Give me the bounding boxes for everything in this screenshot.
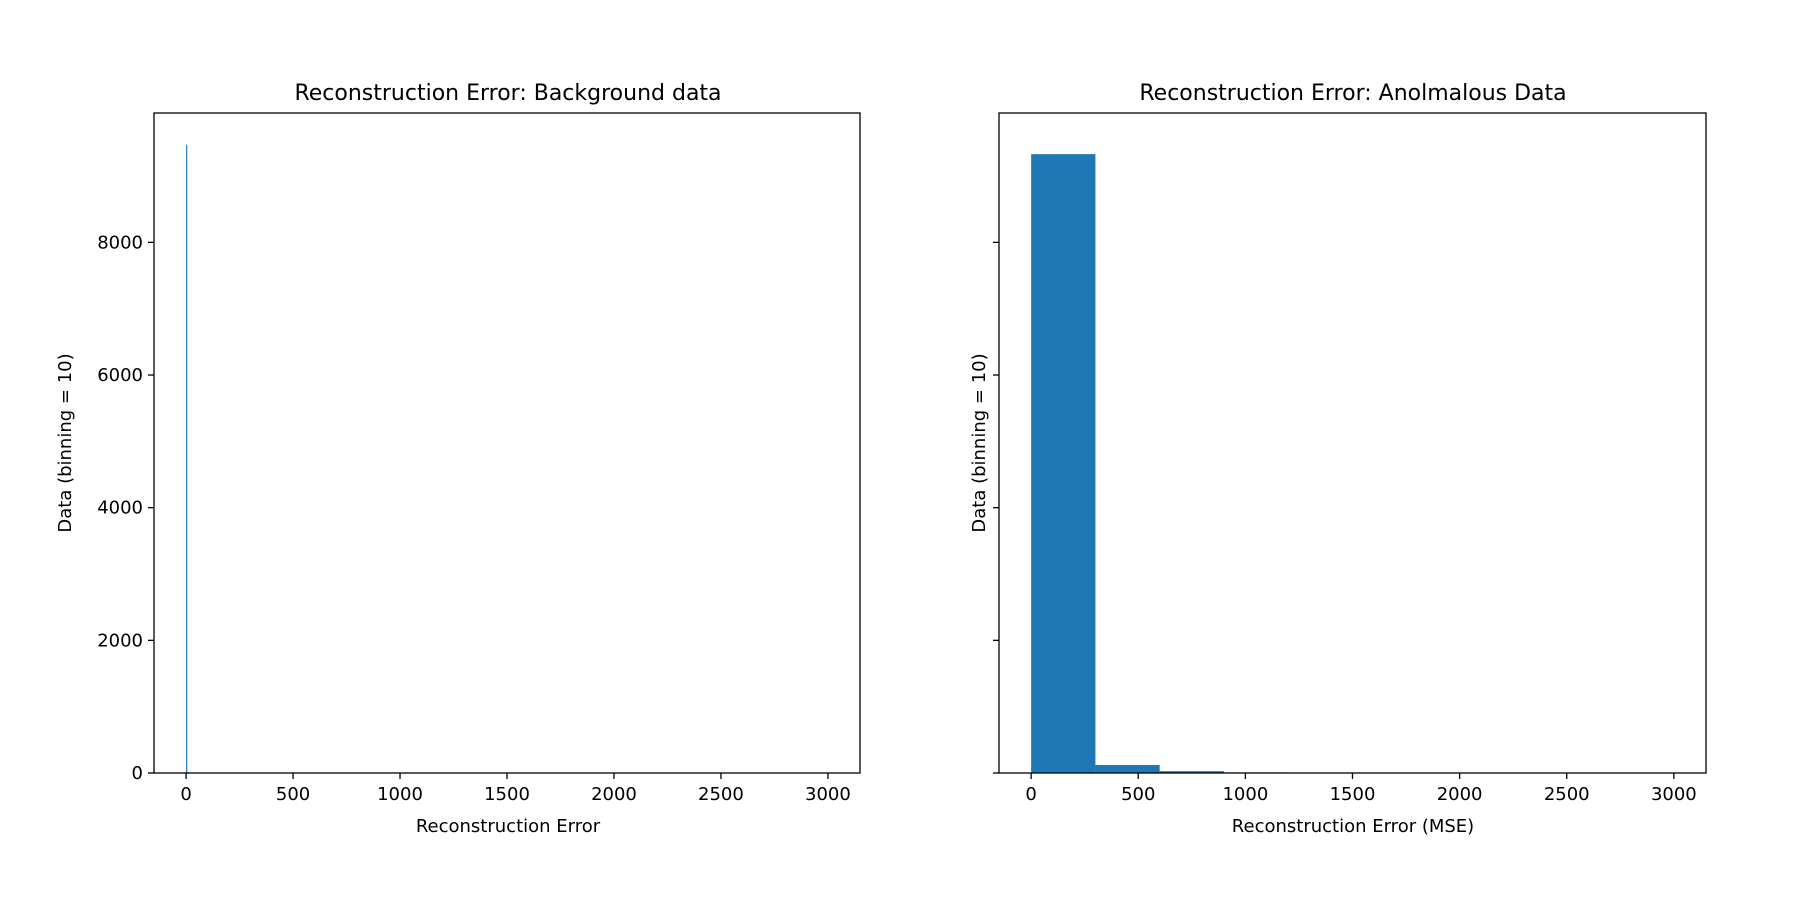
- right-y-ticks: [993, 241, 999, 774]
- left-y-tick-label: 4000: [97, 498, 143, 519]
- left-y-tick-label: 0: [132, 763, 143, 784]
- right-chart-title: Reconstruction Error: Anolmalous Data: [1139, 81, 1566, 106]
- right-x-tick-label: 0: [1025, 784, 1036, 805]
- right-bars: [1031, 154, 1674, 774]
- right-x-tick-label: 2000: [1437, 784, 1483, 805]
- right-x-axis-label: Reconstruction Error (MSE): [1232, 816, 1474, 837]
- left-x-tick-label: 1000: [377, 784, 423, 805]
- left-x-tick-label: 3000: [805, 784, 851, 805]
- left-x-tick-label: 2000: [591, 784, 637, 805]
- right-histogram-bar-2: [1159, 771, 1224, 773]
- left-x-tick-label: 2500: [698, 784, 744, 805]
- right-x-tick-label: 500: [1121, 784, 1155, 805]
- left-chart-title: Reconstruction Error: Background data: [294, 81, 721, 106]
- left-x-tick-label: 1500: [484, 784, 530, 805]
- right-y-axis-label: Data (binning = 10): [969, 353, 990, 532]
- left-histogram-bar-0: [186, 144, 188, 773]
- right-x-tick-label: 2500: [1544, 784, 1590, 805]
- right-histogram-bar-0: [1031, 154, 1096, 774]
- left-subplot: Reconstruction Error: Background data 0 5…: [55, 81, 861, 837]
- right-subplot: Reconstruction Error: Anolmalous Data 0 5…: [969, 81, 1707, 837]
- left-y-ticks: 0 2000 4000 6000 8000: [97, 232, 154, 784]
- right-x-tick-label: 3000: [1651, 784, 1697, 805]
- left-x-axis-label: Reconstruction Error: [416, 816, 601, 837]
- left-y-tick-label: 6000: [97, 365, 143, 386]
- right-x-tick-label: 1500: [1330, 784, 1376, 805]
- left-x-ticks: 0 500 1000 1500 2000 2500 3000: [180, 773, 851, 805]
- right-histogram-bar-1: [1095, 765, 1160, 773]
- right-x-ticks: 0 500 1000 1500 2000 2500 3000: [1025, 773, 1697, 805]
- left-y-tick-label: 8000: [97, 232, 143, 253]
- left-y-tick-label: 2000: [97, 630, 143, 651]
- left-x-tick-label: 0: [180, 784, 191, 805]
- left-y-axis-label: Data (binning = 10): [55, 353, 76, 532]
- right-x-tick-label: 1000: [1222, 784, 1268, 805]
- left-x-tick-label: 500: [276, 784, 310, 805]
